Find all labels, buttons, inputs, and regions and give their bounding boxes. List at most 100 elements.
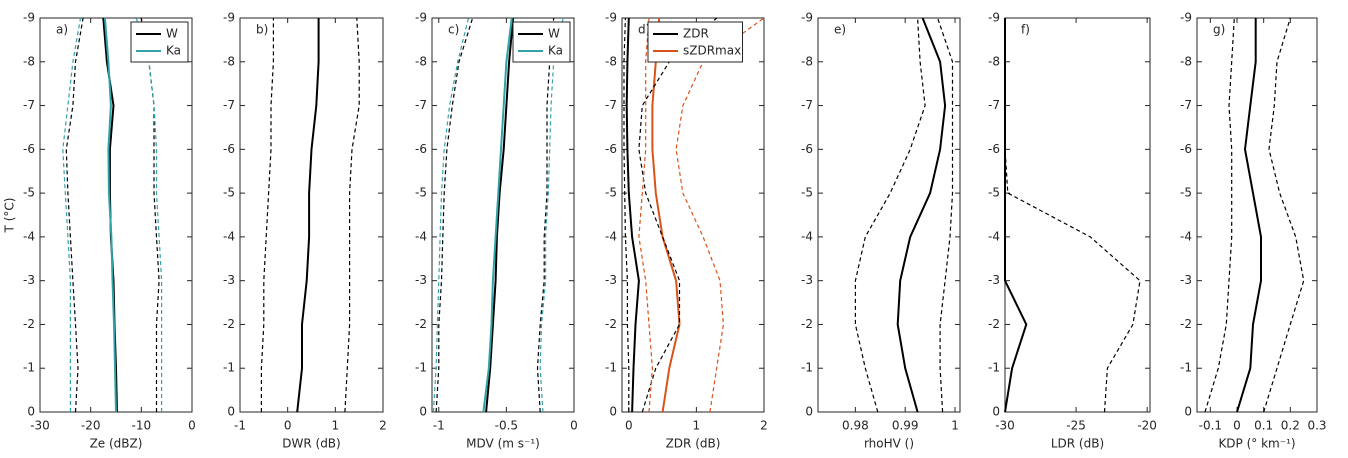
profile-line <box>260 18 274 412</box>
y-tick-label: -9 <box>801 11 813 25</box>
panel-label: d) <box>638 23 650 37</box>
x-tick-label: -25 <box>1066 419 1086 433</box>
plot-frame <box>621 17 765 413</box>
y-tick-label: -5 <box>605 186 617 200</box>
x-tick-label: -10 <box>132 419 152 433</box>
y-tick-label: -8 <box>223 54 235 68</box>
x-tick-label: 1 <box>693 419 701 433</box>
y-tick-label: -9 <box>988 11 1000 25</box>
x-tick-label: 0.2 <box>1281 419 1300 433</box>
profile-line <box>62 17 82 412</box>
x-axis-label: ZDR (dB) <box>666 437 721 451</box>
profile-line <box>135 17 163 412</box>
legend-label: Ka <box>166 44 181 58</box>
y-tick-label: -6 <box>988 142 1000 156</box>
y-tick-label: -5 <box>223 186 235 200</box>
y-tick-label: -4 <box>415 229 427 243</box>
plot-frame <box>239 17 384 413</box>
y-tick-label: -6 <box>1180 142 1192 156</box>
x-tick-label: -0.1 <box>1199 419 1222 433</box>
x-tick-label: -1 <box>234 419 246 433</box>
x-tick-label: -1 <box>433 419 445 433</box>
y-tick-label: -9 <box>1180 11 1192 25</box>
y-tick-label: -8 <box>415 54 427 68</box>
x-tick-label: 0 <box>570 419 578 433</box>
legend-box <box>512 21 571 63</box>
profile-line <box>1204 17 1235 413</box>
y-tick-label: -4 <box>23 229 35 243</box>
profile-line <box>539 17 564 413</box>
x-axis-label: DWR (dB) <box>282 437 340 451</box>
panel: 0 -1 -2 -3 -4 -5 -6 -7 -8 -9 0 1 2 ZDR (dB) d) ZDR sZDRm… <box>605 11 768 451</box>
y-tick-label: -7 <box>223 98 235 112</box>
x-tick-label: -20 <box>1137 419 1157 433</box>
y-tick-label: -1 <box>1180 361 1192 375</box>
profile-line <box>103 17 117 413</box>
profile-line <box>854 17 926 413</box>
legend-label: ZDR <box>683 27 709 41</box>
y-axis-label: T (°C) <box>3 198 17 234</box>
panel: 0 -1 -2 -3 -4 -5 -6 -7 -8 -9 -30 -25 -20 LDR (dB) f) <box>988 11 1157 451</box>
y-tick-label: -2 <box>223 317 235 331</box>
x-tick-label: 1 <box>332 419 340 433</box>
x-axis-label: LDR (dB) <box>1051 437 1104 451</box>
y-tick-label: -7 <box>605 98 617 112</box>
x-tick-label: 0 <box>188 419 196 433</box>
panel: 0 -1 -2 -3 -4 -5 -6 -7 -8 -9 -1 -0.5 0 MDV (m s⁻¹) c) W… <box>415 11 578 451</box>
y-tick-label: -1 <box>223 361 235 375</box>
y-tick-label: -1 <box>415 361 427 375</box>
y-tick-label: -9 <box>23 11 35 25</box>
profile-line <box>432 17 470 413</box>
panel-label: e) <box>834 23 846 37</box>
profile-line <box>675 17 765 413</box>
profile-line <box>140 17 160 412</box>
y-tick-label: -5 <box>415 186 427 200</box>
x-tick-label: 0.98 <box>842 419 869 433</box>
y-tick-label: -2 <box>801 317 813 331</box>
y-tick-label: -6 <box>605 142 617 156</box>
x-tick-label: -20 <box>81 419 101 433</box>
profile-line <box>896 17 947 413</box>
legend-label: sZDRmax <box>683 44 741 58</box>
panel-label: a) <box>56 23 68 37</box>
y-tick-label: -4 <box>605 229 617 243</box>
x-tick-label: 2 <box>379 419 387 433</box>
legend: ZDR sZDRmax <box>647 21 743 63</box>
profile-line <box>1263 17 1305 413</box>
y-tick-label: -3 <box>1180 273 1192 287</box>
x-tick-label: 0.99 <box>892 419 919 433</box>
profile-line <box>638 17 654 413</box>
x-tick-label: 0.1 <box>1254 419 1273 433</box>
profile-line <box>1236 18 1262 413</box>
y-tick-label: -6 <box>223 142 235 156</box>
x-axis-label: Ze (dBZ) <box>90 437 143 451</box>
y-tick-label: -9 <box>415 11 427 25</box>
y-tick-label: -3 <box>415 273 427 287</box>
profile-line <box>485 17 515 413</box>
y-tick-label: -1 <box>605 361 617 375</box>
y-tick-label: 0 <box>419 405 427 419</box>
y-tick-label: -8 <box>605 54 617 68</box>
y-tick-label: 0 <box>992 405 1000 419</box>
y-tick-label: -4 <box>223 229 235 243</box>
plot-frame <box>817 17 961 413</box>
y-tick-label: -1 <box>801 361 813 375</box>
profile-line <box>482 17 513 413</box>
y-tick-label: -3 <box>223 273 235 287</box>
x-tick-label: 1 <box>951 419 959 433</box>
y-tick-label: -5 <box>1180 186 1192 200</box>
y-tick-label: -5 <box>988 186 1000 200</box>
y-tick-label: -6 <box>801 142 813 156</box>
profile-line <box>536 17 555 413</box>
x-tick-label: 2 <box>760 419 768 433</box>
x-tick-label: 0 <box>625 419 633 433</box>
profile-line <box>625 17 640 413</box>
profile-line <box>296 18 320 413</box>
y-tick-label: 0 <box>227 405 235 419</box>
y-tick-label: -6 <box>415 142 427 156</box>
y-tick-label: -8 <box>801 54 813 68</box>
y-tick-label: -1 <box>988 361 1000 375</box>
y-tick-label: -9 <box>223 11 235 25</box>
